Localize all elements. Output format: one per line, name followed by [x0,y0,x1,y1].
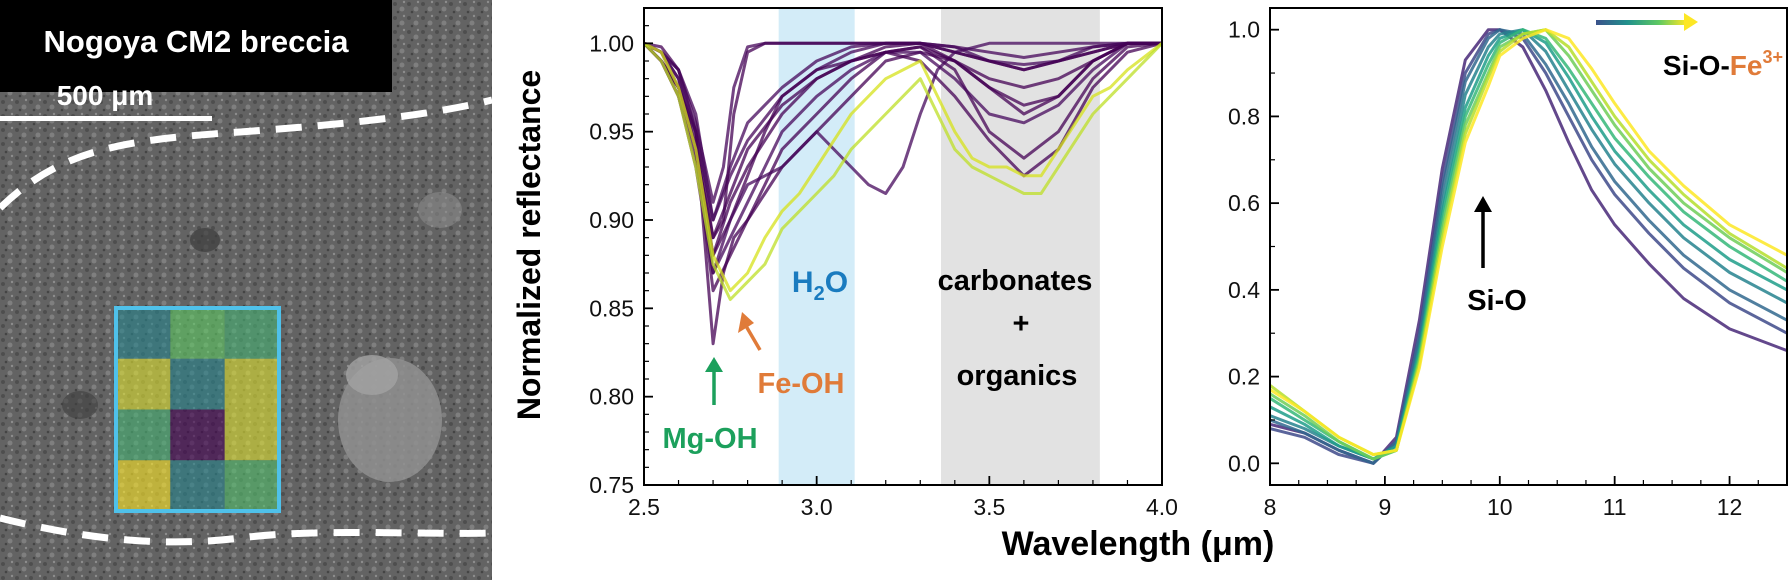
grid-cell [224,409,279,461]
y-tick-label: 0.75 [589,472,634,498]
y-tick-label: 0.95 [589,119,634,145]
micrograph-title: Nogoya CM2 breccia [44,24,350,59]
gradient-arrow [1596,20,1686,25]
y-tick-label: 0.8 [1228,103,1260,129]
grid-cell [224,358,279,410]
grid-cell [170,358,225,410]
grid-cell [224,308,279,359]
color-grid [116,308,279,511]
feoh-arrow-head [738,312,754,333]
sio-fe-label: Si-O-Fe3+ [1663,47,1783,81]
clast-boundary-top [0,96,493,211]
series-r7 [1270,28,1787,461]
y-tick-label: 0.4 [1228,277,1260,303]
x-tick-label: 4.0 [1146,494,1178,520]
grid-cell [170,460,225,511]
gradient-arrow-head [1684,13,1698,31]
organics-label: organics [957,360,1078,392]
scale-label: 500 μm [57,80,154,111]
mgoh-arrow-head [705,357,723,372]
reflectance-series [644,41,1162,346]
x-tick-label: 3.0 [801,494,833,520]
grid-cell [224,460,279,511]
grid-cell [116,409,171,461]
grid-cell [170,308,225,359]
right-chart: 8 9 10 11 12 0.0 0.2 0.4 0.6 0.8 1.0 Si-O Si-O-Fe3… [1228,7,1788,520]
series-s13 [644,42,1162,301]
shared-xlabel: Wavelength (μm) [1002,525,1275,563]
sio-label: Si-O [1467,285,1527,317]
series-r2 [1270,28,1787,465]
y-tick-label: 0.80 [589,384,634,410]
scale-bar [0,116,212,121]
h2o-label: H2O [792,266,848,305]
y-tick-label: 0.85 [589,295,634,321]
y-tick-label: 1.00 [589,30,634,56]
series-r8 [1270,28,1787,457]
x-tick-label: 12 [1717,494,1743,520]
y-tick-label: 0.0 [1228,450,1260,476]
series-r5 [1270,28,1787,461]
micrograph-panel: Nogoya CM2 breccia 500 μm [0,0,493,580]
sio-arrow-head [1474,196,1492,212]
series-s12 [644,41,1162,293]
middle-ticks: 2.5 3.0 3.5 4.0 0.75 0.80 0.85 0.90 0.95 1.00 [589,7,1178,520]
series-s11 [644,41,1162,240]
right-ticks: 8 9 10 11 12 0.0 0.2 0.4 0.6 0.8 1.0 [1228,17,1788,520]
y-tick-label: 0.6 [1228,190,1260,216]
x-tick-label: 8 [1264,494,1277,520]
grid-cell [116,358,171,410]
clast-boundary-bottom [0,514,493,546]
feoh-label: Fe-OH [758,368,845,400]
y-tick-label: 0.90 [589,207,634,233]
x-tick-label: 11 [1603,494,1627,520]
grid-cell [116,308,171,359]
carbonates-label: carbonates [938,265,1093,297]
grid-cell [116,460,171,511]
x-tick-label: 3.5 [973,494,1005,520]
series-r3 [1270,28,1787,465]
series-r9 [1270,28,1787,457]
plus-label: + [1013,308,1030,340]
emissivity-series [1270,28,1787,465]
x-tick-label: 9 [1378,494,1391,520]
middle-ylabel: Normalized reflectance [511,70,547,420]
grid-cell [170,409,225,461]
title-bar [0,0,392,92]
mgoh-label: Mg-OH [662,423,757,455]
y-tick-label: 1.0 [1228,17,1260,43]
analysis-box [114,306,281,513]
middle-axes-frame [643,7,1163,486]
series-r1 [1270,28,1787,465]
x-tick-label: 10 [1487,494,1513,520]
series-s9 [644,41,1162,204]
x-tick-label: 2.5 [628,494,660,520]
feoh-arrow [744,325,762,351]
middle-chart: 2.5 3.0 3.5 4.0 0.75 0.80 0.85 0.90 0.95 1.00 Nor… [511,7,1178,520]
y-tick-label: 0.2 [1228,364,1260,390]
